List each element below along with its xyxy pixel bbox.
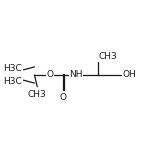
Text: O: O bbox=[46, 70, 53, 80]
Text: H3C: H3C bbox=[3, 64, 22, 73]
Text: H3C: H3C bbox=[3, 77, 22, 86]
Text: O: O bbox=[60, 93, 67, 102]
Text: NH: NH bbox=[69, 70, 83, 80]
Text: OH: OH bbox=[122, 70, 136, 80]
Text: CH3: CH3 bbox=[98, 52, 117, 61]
Text: CH3: CH3 bbox=[28, 90, 47, 99]
